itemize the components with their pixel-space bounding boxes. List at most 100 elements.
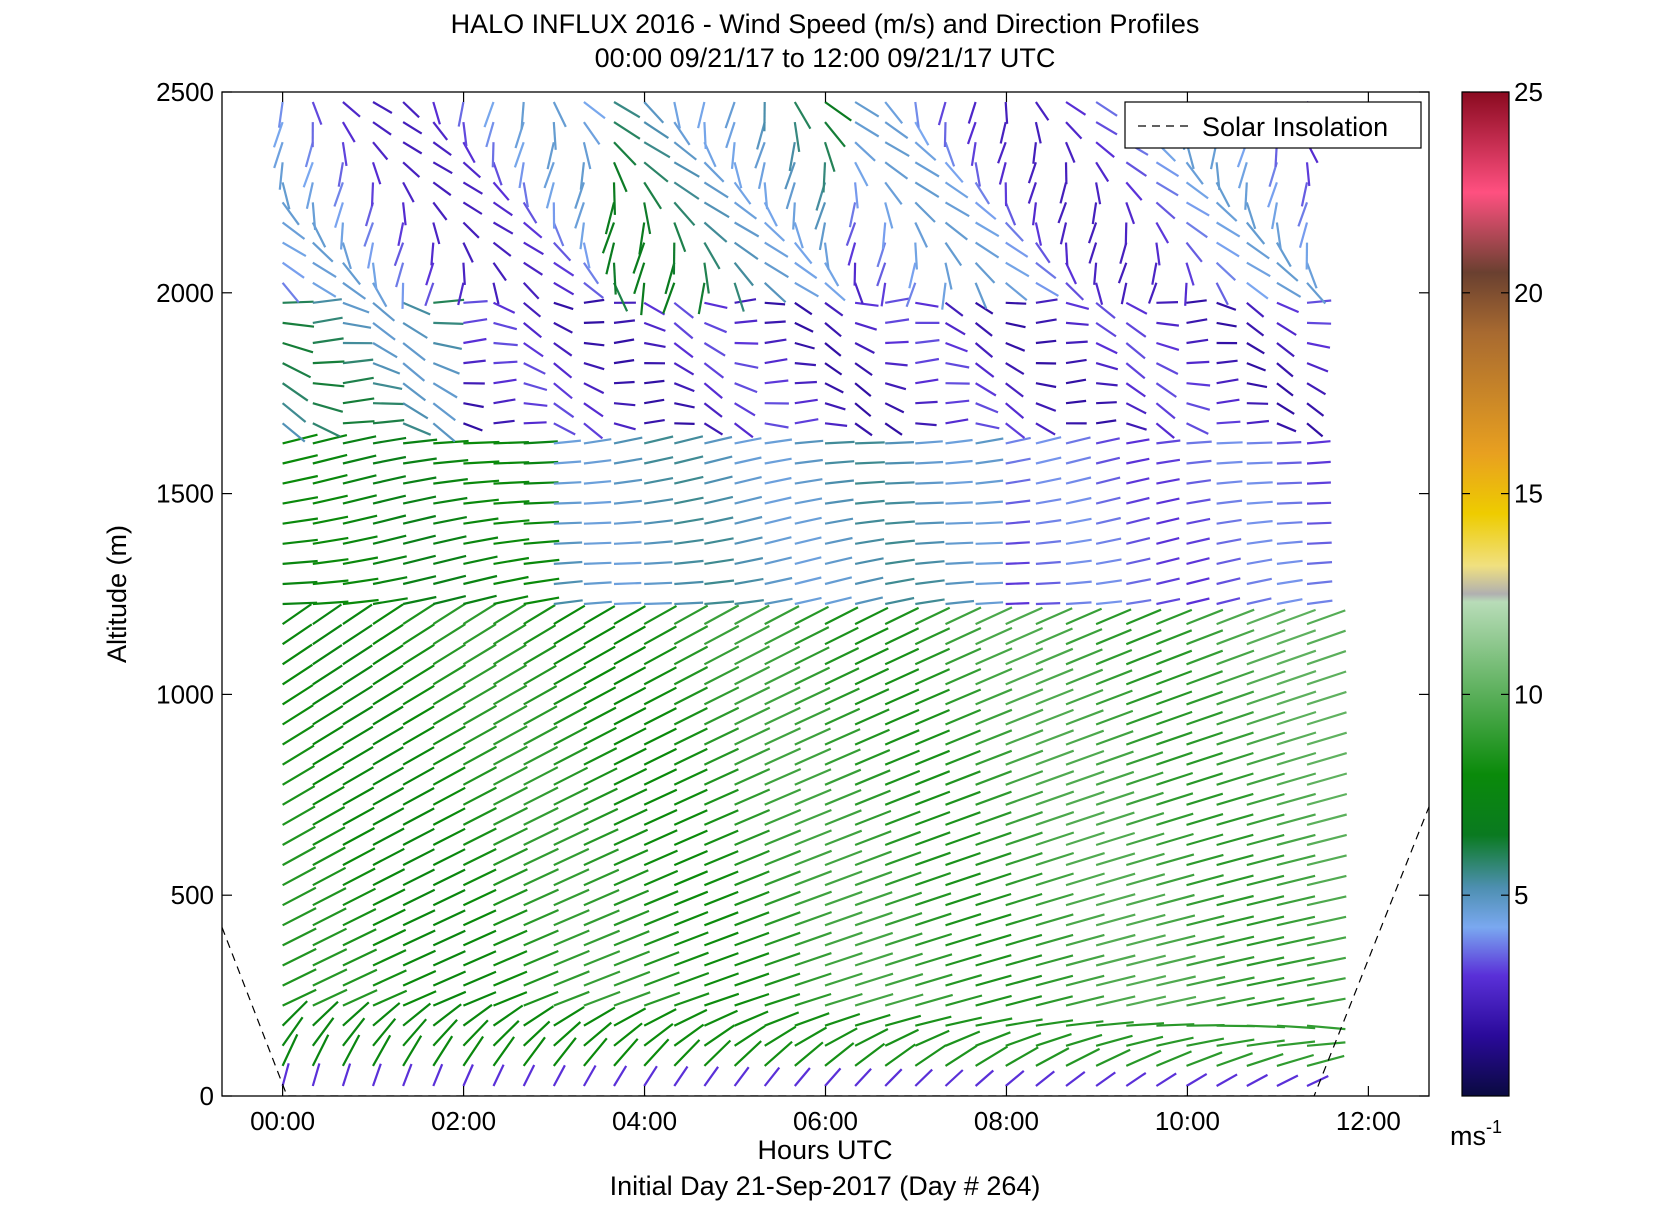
wind-vector <box>574 202 585 229</box>
wind-vector <box>342 376 374 385</box>
wind-vector <box>312 745 345 766</box>
wind-vector <box>975 994 1012 1007</box>
wind-vector <box>1186 338 1209 345</box>
wind-vector <box>734 992 770 1007</box>
wind-vector <box>945 974 983 987</box>
wind-vector <box>1246 382 1268 389</box>
wind-vector <box>553 1021 582 1047</box>
wind-vector <box>914 222 928 248</box>
wind-vector <box>1306 481 1331 485</box>
wind-vector <box>1306 956 1347 967</box>
wind-vector <box>613 338 635 345</box>
wind-vector <box>914 647 951 666</box>
wind-vector <box>673 101 681 129</box>
wind-vector <box>583 990 621 1007</box>
wind-vector <box>613 747 647 766</box>
wind-vector <box>433 554 467 565</box>
wind-vector <box>520 101 525 130</box>
wind-vector <box>492 684 528 706</box>
wind-vector <box>734 382 758 394</box>
wind-vector <box>402 438 438 445</box>
wind-vector <box>282 704 314 726</box>
wind-vector <box>402 766 435 786</box>
wind-vector <box>734 665 771 686</box>
wind-vector <box>884 1068 903 1087</box>
wind-vector <box>703 382 723 399</box>
wind-vector <box>462 704 498 726</box>
wind-vector <box>674 475 704 485</box>
wind-vector <box>1035 281 1059 297</box>
wind-vector <box>364 202 375 227</box>
wind-vector <box>1306 541 1332 545</box>
wind-vector <box>1095 852 1136 867</box>
wind-vector <box>1216 690 1255 706</box>
wind-vector <box>312 988 348 1007</box>
legend-box <box>1124 101 1422 149</box>
colorbar-gradient <box>1461 91 1510 1097</box>
wind-vector <box>492 262 507 282</box>
wind-vector <box>673 382 695 393</box>
wind-vector <box>915 481 944 485</box>
wind-vector <box>546 141 555 170</box>
wind-vector <box>914 242 918 270</box>
wind-vector <box>1035 995 1073 1007</box>
wind-vector <box>824 788 862 806</box>
wind-vector <box>1216 813 1254 826</box>
wind-vector <box>493 538 530 545</box>
wind-vector <box>1005 241 1029 258</box>
wind-vector <box>854 282 864 305</box>
wind-vector <box>945 541 974 545</box>
wind-vector <box>1125 832 1165 847</box>
wind-vector <box>1275 222 1282 250</box>
wind-vector <box>1156 458 1181 465</box>
wind-vector <box>583 645 616 666</box>
wind-vector <box>1125 1071 1147 1087</box>
wind-vector <box>1306 997 1346 1007</box>
wind-vector <box>523 539 560 545</box>
wind-vector <box>1185 161 1204 185</box>
wind-vector <box>734 645 771 666</box>
wind-vector <box>282 684 314 706</box>
wind-vector <box>342 474 377 485</box>
wind-vector <box>1005 520 1031 525</box>
wind-vector <box>945 459 973 465</box>
wind-vector <box>583 909 620 927</box>
wind-vector <box>1216 629 1255 646</box>
wind-vector <box>1005 790 1044 806</box>
wind-vector <box>703 768 739 786</box>
wind-vector <box>1095 101 1118 117</box>
wind-vector <box>372 807 405 826</box>
wind-vector <box>492 786 529 806</box>
wind-vector <box>1125 791 1164 806</box>
wind-vector <box>673 686 708 706</box>
wind-vector <box>1126 578 1152 586</box>
wind-vector <box>1005 852 1043 867</box>
wind-vector <box>493 888 528 907</box>
wind-vector <box>764 338 787 345</box>
wind-vector <box>342 725 374 746</box>
wind-vector <box>433 321 464 325</box>
wind-vector <box>763 182 769 210</box>
wind-vectors <box>272 101 1348 1087</box>
wind-vector <box>553 624 586 646</box>
wind-vector <box>884 952 923 967</box>
wind-vector <box>1276 481 1302 485</box>
wind-vector <box>281 623 313 646</box>
wind-vector <box>1095 933 1136 947</box>
wind-vector <box>1246 281 1269 300</box>
wind-vector <box>312 644 343 666</box>
wind-vector <box>824 402 846 411</box>
wind-vector <box>1155 1072 1177 1087</box>
wind-vector <box>282 241 307 258</box>
wind-vector <box>884 932 923 947</box>
wind-vector <box>281 282 300 304</box>
wind-vector <box>1276 608 1316 626</box>
wind-vector <box>884 121 909 140</box>
wind-vector <box>1306 977 1346 987</box>
wind-vector <box>432 1018 458 1047</box>
wind-vector <box>764 457 792 465</box>
wind-vector <box>342 101 361 118</box>
wind-vector <box>1306 650 1347 666</box>
solar-insolation-line <box>222 806 1429 1096</box>
wind-vector <box>523 261 543 276</box>
